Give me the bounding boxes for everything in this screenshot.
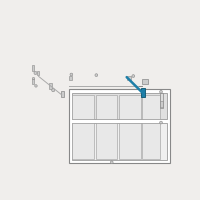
Bar — [37, 71, 39, 75]
Circle shape — [95, 74, 98, 77]
Bar — [96, 95, 117, 119]
Bar — [49, 83, 52, 89]
Bar — [160, 101, 163, 107]
Circle shape — [32, 77, 35, 80]
Bar — [69, 76, 72, 80]
Bar — [142, 123, 160, 159]
Bar — [119, 123, 141, 159]
Circle shape — [35, 85, 37, 87]
Circle shape — [160, 90, 162, 93]
Bar — [72, 95, 94, 119]
Circle shape — [132, 75, 135, 77]
Bar — [141, 88, 145, 97]
Bar — [119, 95, 141, 119]
Circle shape — [52, 89, 55, 92]
Bar — [72, 123, 94, 159]
Bar — [127, 76, 131, 80]
Bar — [142, 79, 148, 84]
Circle shape — [160, 121, 162, 124]
Circle shape — [110, 161, 113, 164]
Bar — [160, 93, 163, 108]
Bar — [72, 123, 167, 160]
Circle shape — [70, 73, 73, 76]
Bar — [61, 91, 64, 97]
Bar — [72, 93, 167, 119]
Bar — [142, 95, 160, 119]
Bar — [32, 79, 34, 84]
Circle shape — [34, 71, 37, 75]
Bar — [96, 123, 117, 159]
Bar — [32, 65, 34, 71]
Bar — [69, 89, 170, 163]
